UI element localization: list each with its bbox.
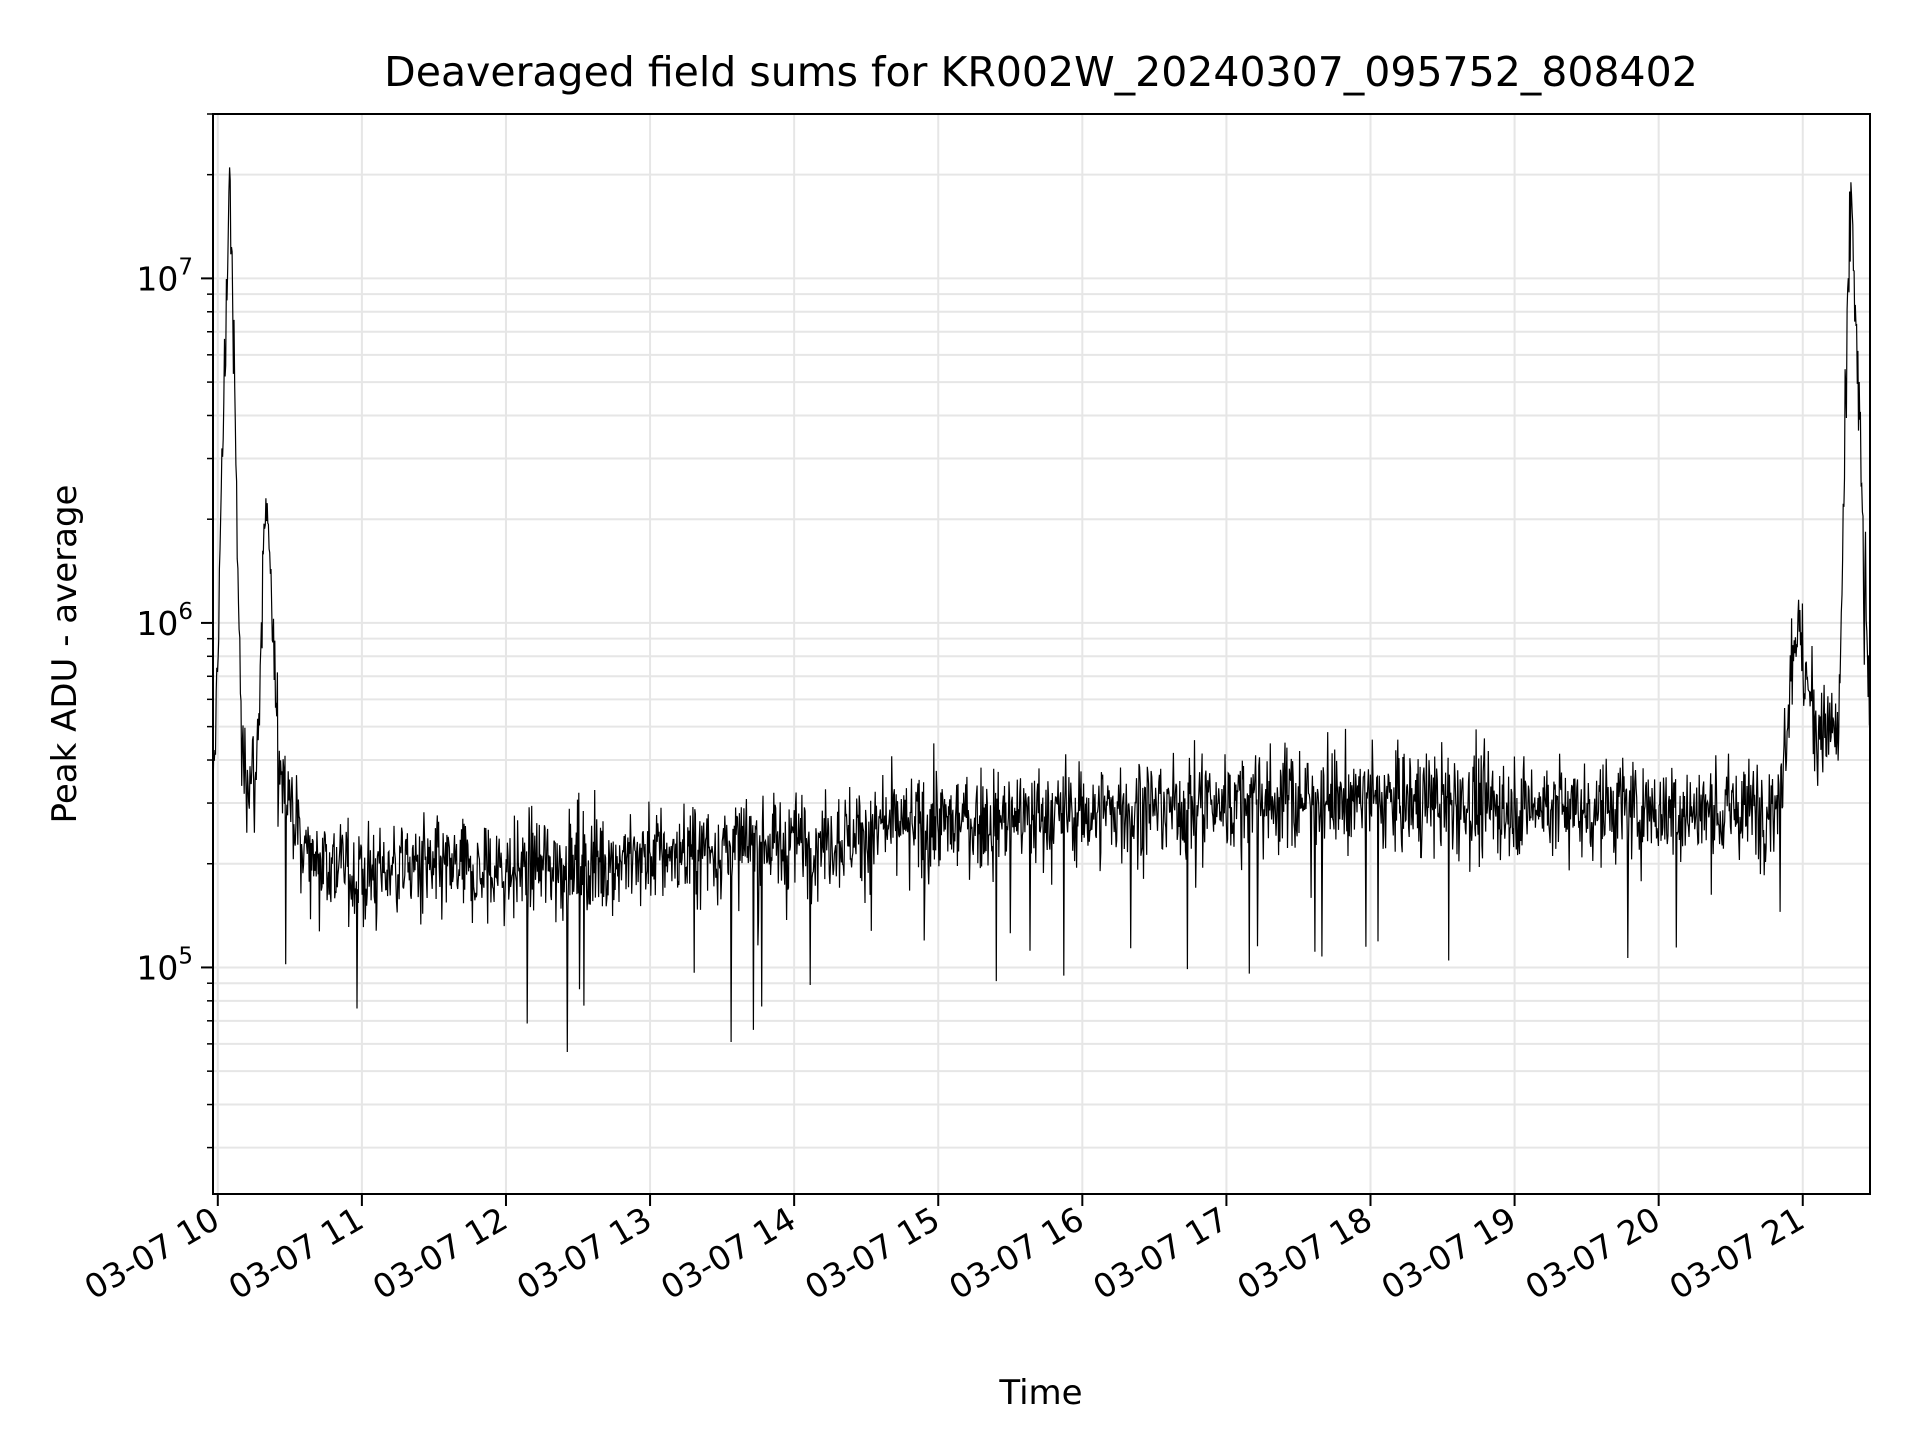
y-tick-label: 105 [136,943,193,987]
series-layer [212,167,1871,1053]
y-tick-label: 106 [136,599,193,643]
series-line [212,167,1871,1053]
x-axis-label: Time [998,1373,1082,1413]
chart-title: Deaveraged field sums for KR002W_2024030… [384,48,1698,96]
y-tick-label: 107 [136,254,193,298]
y-axis-label: Peak ADU - average [45,485,85,824]
plot-frame [212,113,1871,1195]
